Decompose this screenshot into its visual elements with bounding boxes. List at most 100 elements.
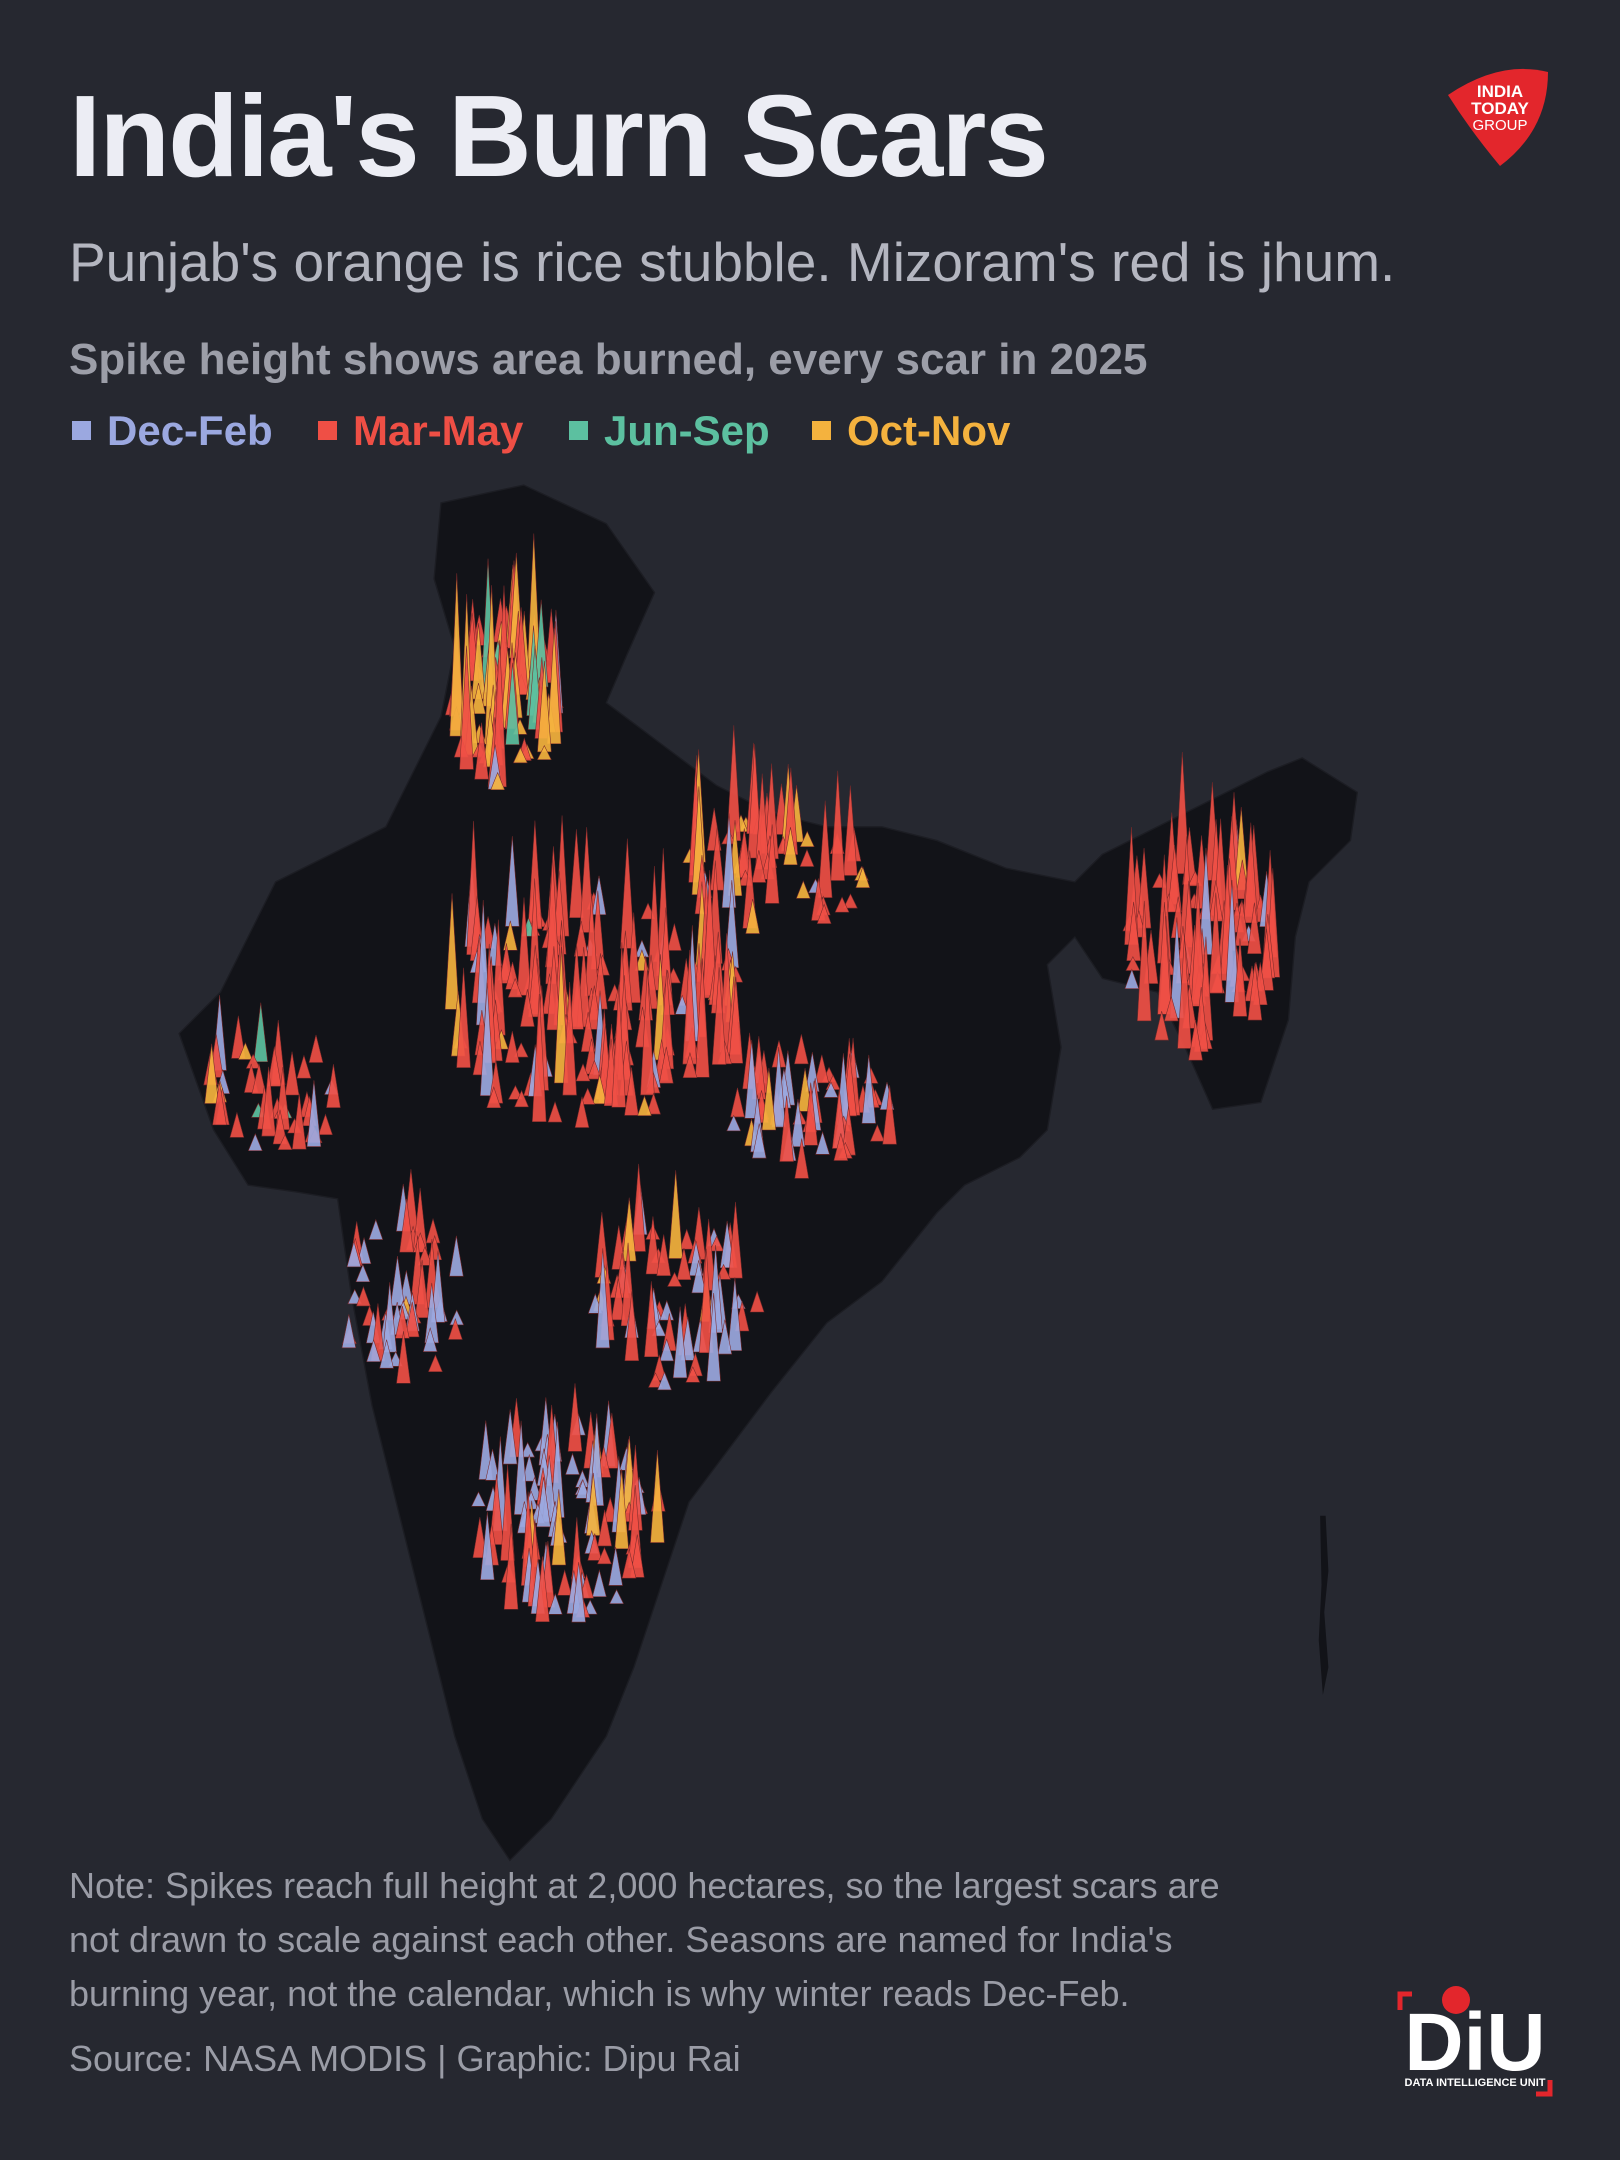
spike (644, 1281, 659, 1358)
spike (659, 1046, 674, 1084)
logo-shape (1448, 68, 1548, 166)
logo-text: INDIA (1477, 82, 1523, 101)
spike (399, 1198, 414, 1253)
islands (1318, 1515, 1329, 1695)
spike (580, 1087, 596, 1105)
spike (815, 1130, 830, 1155)
spike (503, 1523, 519, 1610)
spike (631, 1163, 646, 1252)
spike (1243, 822, 1258, 924)
spike (745, 899, 760, 934)
note-line: Note: Spikes reach full height at 2,000 … (69, 1865, 1220, 1906)
legend-label: Mar-May (353, 407, 524, 454)
legend-label: Jun-Sep (604, 407, 770, 454)
spike (699, 1248, 714, 1354)
spike (490, 771, 505, 791)
spike (520, 1441, 535, 1458)
spike (646, 1092, 661, 1115)
spike (794, 1034, 809, 1065)
spike (803, 1082, 818, 1146)
spike (659, 1299, 675, 1321)
spike (795, 880, 811, 899)
spike (672, 1306, 688, 1379)
spike (751, 850, 767, 883)
spike (648, 1372, 663, 1388)
spike (771, 1046, 786, 1128)
spike (685, 1366, 701, 1383)
spike (212, 1081, 227, 1126)
subtitle: Punjab's orange is rice stubble. Mizoram… (69, 231, 1395, 293)
spike (356, 1236, 372, 1264)
spike (882, 1085, 897, 1145)
map (178, 484, 1359, 1862)
spike (449, 573, 464, 737)
spike (621, 1549, 637, 1579)
spike (1190, 882, 1206, 1007)
spike (691, 1260, 706, 1294)
spike (783, 827, 798, 866)
note-line: burning year, not the calendar, which is… (69, 1973, 1130, 2014)
spike (790, 1099, 806, 1147)
spike (814, 1054, 830, 1084)
spike (579, 1573, 594, 1599)
spike (597, 1509, 612, 1547)
spike (587, 1059, 602, 1080)
spike (608, 1546, 623, 1586)
spike (532, 993, 547, 1122)
spike (341, 1314, 357, 1349)
spike (709, 1235, 724, 1252)
spike (480, 982, 495, 1096)
spike (505, 836, 520, 927)
spike (507, 977, 523, 998)
spike (449, 1235, 464, 1277)
spike (513, 747, 528, 764)
spike (843, 893, 858, 909)
legend: Dec-Feb Mar-May Jun-Sep Oct-Nov (72, 407, 1011, 454)
spike (843, 785, 858, 876)
spike (428, 1354, 443, 1372)
spike (1124, 968, 1140, 989)
spike (414, 1259, 430, 1318)
legend-label: Oct-Nov (847, 407, 1011, 454)
spike (471, 1491, 486, 1507)
spike (1157, 902, 1172, 1015)
spike (448, 1317, 463, 1340)
spike (404, 1301, 420, 1338)
spike (536, 1477, 551, 1528)
spike (1208, 892, 1224, 994)
spike (1234, 899, 1250, 946)
spike (528, 945, 543, 1018)
spike (355, 1263, 371, 1283)
logo-text: GROUP (1472, 117, 1527, 134)
spike (657, 1371, 672, 1391)
spike (749, 1290, 765, 1313)
spike (513, 1042, 529, 1058)
spike (799, 848, 815, 867)
publisher-logo: INDIA TODAY GROUP (1448, 68, 1548, 166)
logo-bracket (1397, 1991, 1553, 2097)
spike (546, 628, 562, 744)
spike (574, 1096, 590, 1128)
spike (267, 1046, 282, 1087)
spike (379, 1339, 394, 1369)
spike (562, 981, 577, 1096)
spike (637, 1095, 652, 1116)
spike (551, 1489, 567, 1566)
spike (728, 1201, 743, 1279)
spike (620, 838, 635, 949)
spike (565, 1452, 580, 1475)
spike (830, 770, 845, 881)
spike (489, 1474, 504, 1545)
spike (505, 662, 520, 745)
spike (347, 1288, 363, 1305)
spike (592, 1569, 607, 1597)
spike (592, 1074, 607, 1105)
spike (667, 923, 682, 951)
spike (474, 722, 489, 780)
spike (656, 1234, 671, 1276)
legend-swatch (812, 421, 831, 440)
spike (522, 1453, 537, 1482)
spike (231, 1015, 246, 1059)
spike (1232, 938, 1248, 1017)
description: Spike height shows area burned, every sc… (69, 335, 1147, 384)
